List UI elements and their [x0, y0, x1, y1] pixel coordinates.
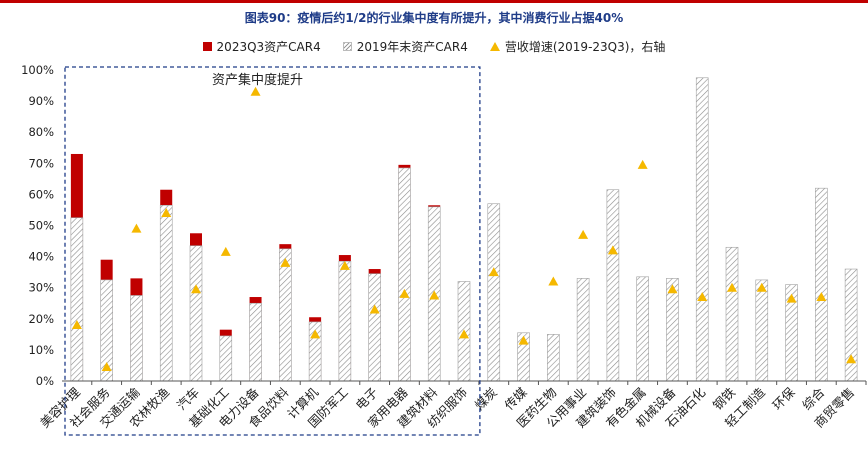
y-tick-label: 90% [28, 94, 54, 108]
growth-marker [101, 362, 112, 372]
highlight-rect [64, 66, 481, 436]
bar-2019 [755, 279, 769, 382]
y-tick-label: 70% [28, 156, 54, 170]
legend-item-growth: 营收增速(2019-23Q3)，右轴 [489, 38, 666, 55]
growth-marker [607, 245, 618, 255]
legend: 2023Q3资产CAR4 2019年末资产CAR4 营收增速(2019-23Q3… [0, 38, 868, 55]
bar-2019 [666, 278, 679, 382]
bar-2019 [695, 77, 709, 382]
y-tick-label: 60% [28, 187, 54, 201]
y-tick-label: 80% [28, 125, 54, 139]
chart-title: 图表90：疫情后约1/2的行业集中度有所提升，其中消费行业占据40% [244, 11, 624, 25]
growth-marker [578, 229, 589, 239]
growth-marker [459, 329, 469, 339]
growth-marker [280, 257, 291, 267]
legend-item-2023: 2023Q3资产CAR4 [202, 38, 321, 55]
growth-marker [786, 293, 797, 303]
bar-series [70, 77, 858, 382]
y-tick-label: 40% [28, 250, 54, 264]
bar-2019 [844, 268, 858, 382]
y-tick-label: 50% [28, 219, 54, 233]
highlight-box: 资产集中度提升 [64, 66, 481, 436]
growth-marker [220, 246, 231, 256]
y-tick-label: 20% [28, 312, 54, 326]
legend-label-growth: 营收增速(2019-23Q3)，右轴 [504, 40, 666, 54]
y-tick-label: 10% [28, 343, 54, 357]
growth-marker [518, 335, 529, 345]
growth-markers [71, 86, 857, 372]
x-tick-label: 煤炭 [472, 385, 500, 413]
growth-marker [637, 159, 648, 169]
growth-marker [697, 292, 708, 302]
growth-marker [250, 86, 261, 96]
highlight-label: 资产集中度提升 [212, 72, 303, 88]
y-tick-label: 30% [28, 281, 54, 295]
bar-2019 [606, 189, 620, 382]
growth-marker [846, 354, 857, 364]
x-tick-label: 环保 [769, 384, 798, 413]
y-tick-label: 100% [21, 63, 54, 77]
growth-marker [310, 329, 321, 339]
triangle-icon [489, 42, 500, 51]
bar-2019 [249, 302, 262, 382]
growth-marker [429, 290, 440, 300]
bar-2019 [368, 273, 381, 382]
y-tick-label: 0% [36, 374, 54, 388]
bar-2019 [159, 204, 173, 382]
bar-2019 [815, 187, 828, 382]
growth-marker [548, 276, 559, 286]
growth-marker [369, 304, 380, 314]
bar-2019 [130, 295, 143, 382]
bar-2019 [487, 203, 501, 382]
legend-label-2023: 2023Q3资产CAR4 [216, 40, 321, 54]
growth-marker [756, 282, 767, 292]
growth-marker [399, 288, 410, 298]
legend-swatch-hatched [342, 42, 352, 51]
growth-marker [667, 284, 678, 294]
growth-marker [131, 223, 142, 233]
bar-2019 [279, 248, 292, 382]
bar-2019 [219, 335, 233, 382]
growth-marker [191, 284, 201, 294]
growth-marker [727, 282, 737, 292]
growth-marker [161, 208, 172, 218]
bar-2019 [398, 167, 411, 382]
growth-marker [339, 260, 350, 270]
bar-2019 [189, 245, 203, 382]
growth-marker [488, 267, 499, 277]
bar-2019 [338, 260, 352, 382]
axes: 0%10%20%30%40%50%60%70%80%90%100%美容护理社会服… [21, 63, 867, 430]
bar-2019 [547, 334, 560, 382]
legend-label-2019: 2019年末资产CAR4 [356, 40, 468, 54]
growth-marker [71, 320, 82, 330]
bar-2019 [70, 217, 84, 382]
bar-2019 [636, 276, 649, 382]
bar-2019 [725, 246, 739, 382]
legend-item-2019: 2019年末资产CAR4 [342, 38, 468, 55]
bar-2019 [576, 278, 590, 382]
top-rule [0, 0, 868, 3]
legend-swatch-red [202, 42, 212, 51]
growth-marker [816, 292, 827, 302]
